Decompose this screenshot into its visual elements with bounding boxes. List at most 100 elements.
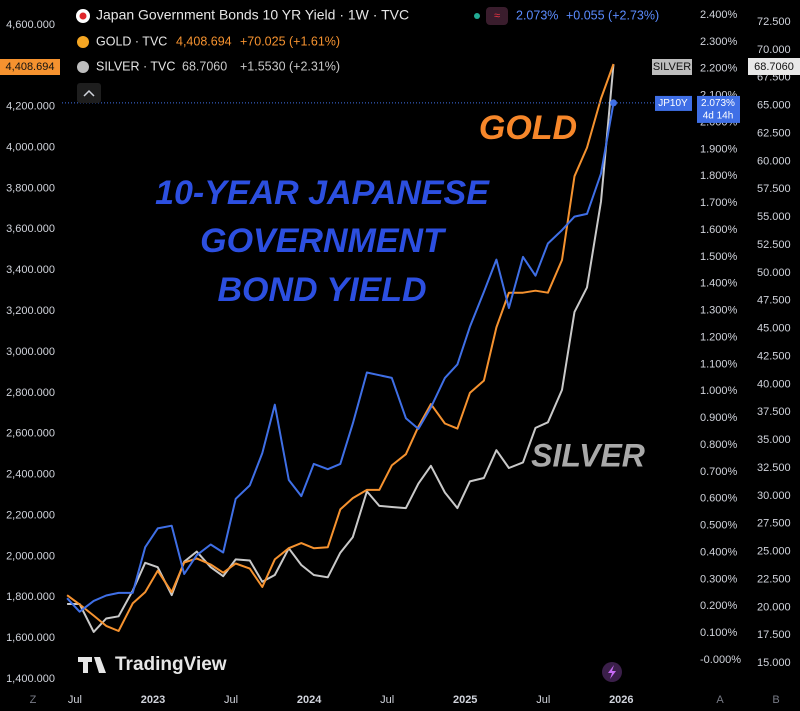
y-tick-label: 1,400.000 <box>6 673 55 685</box>
silver-price-tag-text: 68.7060 <box>754 61 794 73</box>
y-tick-label: 1,800.000 <box>6 591 55 603</box>
legend-last-value: 68.7060 <box>182 59 227 73</box>
y3-tick-label: 47.500 <box>757 295 791 307</box>
annotation: GOLD <box>479 109 577 147</box>
y-tick-label: 4,200.000 <box>6 101 55 113</box>
last-value-dot <box>610 99 618 107</box>
y2-tick-label: 0.300% <box>700 573 738 585</box>
y2-tick-label: 1.000% <box>700 385 738 397</box>
series-line <box>66 102 615 613</box>
x-tick-label: Jul <box>68 694 82 706</box>
collapse-button[interactable] <box>77 83 101 103</box>
y2-tick-label: 1.700% <box>700 197 738 209</box>
y2-tick-label: 1.100% <box>700 358 738 370</box>
y3-tick-label: 57.500 <box>757 183 791 195</box>
y-tick-label: 2,800.000 <box>6 387 55 399</box>
y-tick-label: 3,400.000 <box>6 264 55 276</box>
silver-name-tag-text: SILVER <box>653 61 691 73</box>
y2-tick-label: 0.900% <box>700 412 738 424</box>
y2-tick-label: 0.800% <box>700 439 738 451</box>
y2-tick-label: 0.200% <box>700 600 738 612</box>
y3-tick-label: 72.500 <box>757 16 791 28</box>
silver-icon <box>77 61 89 73</box>
flag-icon-dot <box>79 12 87 20</box>
gold-price-tag-text: 4,408.694 <box>6 61 55 73</box>
corner-button[interactable]: A <box>716 694 724 706</box>
y3-tick-label: 32.500 <box>757 462 791 474</box>
y2-tick-label: -0.000% <box>700 654 741 666</box>
watermark: TradingView <box>115 654 227 675</box>
legend-name: GOLD · TVC <box>96 34 167 48</box>
y3-tick-label: 35.000 <box>757 434 791 446</box>
corner-button[interactable]: B <box>772 694 779 706</box>
y3-tick-label: 22.500 <box>757 573 791 585</box>
y3-tick-label: 37.500 <box>757 406 791 418</box>
x-tick-label: 2026 <box>609 694 633 706</box>
yield-price-tag-text: 2.073% <box>701 98 735 109</box>
yield-name-tag <box>655 95 692 111</box>
y3-tick-label: 70.000 <box>757 44 791 56</box>
legend-change: +0.055 (+2.73%) <box>566 8 659 22</box>
watermark-logo-stem <box>83 657 88 673</box>
y3-tick-label: 30.000 <box>757 490 791 502</box>
x-tick-label: 2023 <box>141 694 165 706</box>
gold-price-tag <box>0 59 60 75</box>
y-tick-label: 3,800.000 <box>6 182 55 194</box>
legend-last-value: 4,408.694 <box>176 34 232 48</box>
status-dot <box>474 13 480 19</box>
y3-tick-label: 62.500 <box>757 127 791 139</box>
y3-tick-label: 42.500 <box>757 350 791 362</box>
legend-last-value: 2.073% <box>516 8 558 22</box>
flash-icon <box>608 665 616 679</box>
annotation: 10-YEAR JAPANESE <box>155 174 490 212</box>
y3-tick-label: 15.000 <box>757 657 791 669</box>
y-tick-label: 4,600.000 <box>6 19 55 31</box>
y3-tick-label: 50.000 <box>757 267 791 279</box>
corner-button[interactable]: Z <box>30 694 37 706</box>
legend-change: +1.5530 (+2.31%) <box>240 59 340 73</box>
legend-name: SILVER · TVC <box>96 59 175 73</box>
y-tick-label: 3,600.000 <box>6 223 55 235</box>
y2-tick-label: 0.700% <box>700 466 738 478</box>
silver-price-tag <box>748 58 800 75</box>
y2-tick-label: 1.200% <box>700 331 738 343</box>
legend-name: Japan Government Bonds 10 YR Yield · 1W … <box>96 7 409 23</box>
y3-tick-label: 52.500 <box>757 239 791 251</box>
annotation: BOND YIELD <box>217 271 426 309</box>
y2-tick-label: 1.600% <box>700 224 738 236</box>
compare-icon-glyph: ≈ <box>494 10 500 22</box>
y2-tick-label: 2.300% <box>700 36 738 48</box>
x-tick-label: 2025 <box>453 694 477 706</box>
yield-name-tag-text: JP10Y <box>658 98 688 109</box>
yield-price-tag <box>697 95 740 123</box>
x-tick-label: 2024 <box>297 694 322 706</box>
y3-tick-label: 45.000 <box>757 323 791 335</box>
countdown-text: 4d 14h <box>703 111 734 122</box>
series-line <box>67 64 615 633</box>
overlay: 1,400.000 1,600.000 1,800.000 2,000.000 2,20… <box>0 7 800 706</box>
annotation: GOVERNMENT <box>200 222 447 260</box>
y-tick-label: 4,000.000 <box>6 141 55 153</box>
annotation: SILVER <box>531 437 645 473</box>
y3-tick-label: 55.000 <box>757 211 791 223</box>
watermark-logo-v <box>94 657 106 673</box>
series-line <box>66 63 615 632</box>
y3-tick-label: 25.000 <box>757 546 791 558</box>
y2-tick-label: 0.500% <box>700 520 738 532</box>
x-tick-label: Jul <box>380 694 394 706</box>
y2-tick-label: 0.400% <box>700 546 738 558</box>
y3-tick-label: 20.000 <box>757 601 791 613</box>
y3-tick-label: 40.000 <box>757 378 791 390</box>
compare-icon[interactable] <box>486 7 508 25</box>
silver-name-tag <box>652 59 692 75</box>
y-tick-label: 3,000.000 <box>6 346 55 358</box>
y2-tick-label: 0.100% <box>700 627 738 639</box>
y-tick-label: 1,600.000 <box>6 632 55 644</box>
y-tick-label: 2,400.000 <box>6 469 55 481</box>
y2-tick-label: 1.800% <box>700 170 738 182</box>
y-tick-label: 2,000.000 <box>6 550 55 562</box>
y2-tick-label: 1.500% <box>700 251 738 263</box>
y-tick-label: 2,600.000 <box>6 428 55 440</box>
gold-icon <box>77 36 89 48</box>
